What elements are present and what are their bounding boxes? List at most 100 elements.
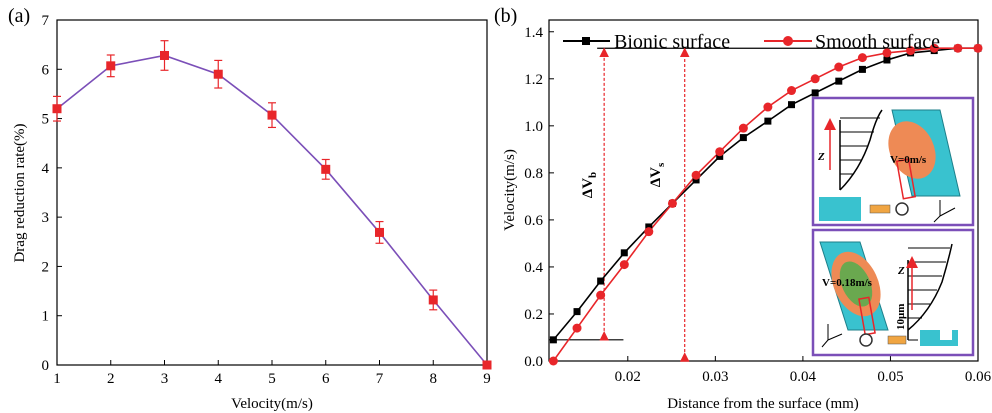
smooth-data-point xyxy=(810,74,820,84)
panel-b-x-tick-label: 0.05 xyxy=(877,369,903,385)
inset-top-sample-box xyxy=(895,158,917,200)
inset-top-axes-icon-x xyxy=(939,207,956,217)
panel-a-data-point xyxy=(160,50,169,60)
smooth-data-point xyxy=(596,290,606,300)
panel-a-x-tick-label: 4 xyxy=(215,371,223,387)
panel-b-ticks: 0.02 0.03 0.04 0.05 0.06 0.0 0.2 0.4 0.6 0.8 1.0 1.… xyxy=(524,25,991,385)
inset-bottom-axes-icon-y xyxy=(821,339,829,348)
bionic-data-point xyxy=(811,89,819,97)
panel-a-y-tick-label: 5 xyxy=(42,112,50,128)
bionic-data-point xyxy=(716,152,724,160)
panel-b-x-tick-label: 0.04 xyxy=(790,369,817,385)
legend-smooth-marker xyxy=(783,36,793,46)
smooth-data-point xyxy=(738,123,748,133)
inset-bottom-substrate xyxy=(920,330,958,346)
panel-a-label: (a) xyxy=(8,5,30,27)
smooth-data-point xyxy=(763,102,773,112)
panel-b-chart: (b) 0.02 0.03 0.04 0.05 0.06 0.0 0.2 0.4 0.6 0.8 1… xyxy=(494,5,992,412)
smooth-data-point xyxy=(715,147,725,157)
inset-top-profile-curve xyxy=(839,109,883,191)
legend-bionic-label: Bionic surface xyxy=(614,31,730,53)
panel-a-data-point xyxy=(106,61,116,71)
bionic-data-point xyxy=(764,117,772,125)
panel-b-y-tick-label: 0.8 xyxy=(524,166,543,182)
panel-b-frame xyxy=(548,19,979,362)
smooth-data-point xyxy=(906,46,916,56)
panel-a-x-tick-label: 6 xyxy=(322,371,330,387)
inset-top-droplet xyxy=(888,121,936,179)
panel-b-y-tick-label: 0.2 xyxy=(524,307,543,323)
inset-bottom-wet-area xyxy=(839,261,873,307)
panel-b-y-tick-label: 0.0 xyxy=(524,354,543,370)
panel-a-data-point xyxy=(213,69,223,79)
panel-a-data-point xyxy=(52,104,62,114)
smooth-data-point xyxy=(548,356,558,366)
panel-b-y-tick-label: 1.2 xyxy=(524,72,543,88)
inset-bottom-axes-icon xyxy=(821,324,843,348)
bionic-data-point xyxy=(692,176,700,184)
panel-a-x-tick-label: 9 xyxy=(483,371,491,387)
panel-a-frame xyxy=(56,19,488,366)
smooth-data-point xyxy=(619,260,629,270)
panel-a-y-tick-label: 0 xyxy=(42,358,50,374)
inset-bottom-magnifier-icon xyxy=(859,333,873,347)
delta-vs-subscript: s xyxy=(655,162,667,167)
smooth-data-point xyxy=(953,43,963,53)
smooth-data-point xyxy=(834,62,844,72)
smooth-data-point xyxy=(973,43,983,53)
bionic-data-point xyxy=(788,101,796,109)
panel-b-label: (b) xyxy=(494,5,517,27)
bionic-data-point xyxy=(883,56,891,64)
legend-item-smooth: Smooth surface xyxy=(764,31,940,53)
smooth-data-point xyxy=(929,43,939,53)
panel-b-y-axis-title: Velocity(m/s) xyxy=(502,149,518,231)
bionic-data-point xyxy=(549,336,557,344)
panel-a-x-tick-label: 8 xyxy=(430,371,438,387)
bionic-data-point xyxy=(835,77,843,85)
panel-b-y-tick-label: 0.6 xyxy=(524,213,543,229)
panel-b-legend: Bionic surface Smooth surface xyxy=(563,31,940,53)
smooth-data-point xyxy=(691,170,701,180)
panel-a-data-point xyxy=(321,164,331,174)
bionic-data-point xyxy=(739,134,747,142)
panel-a-y-tick-label: 7 xyxy=(42,13,50,29)
bionic-data-point xyxy=(645,223,653,231)
delta-vb-label: ΔVb xyxy=(580,172,599,198)
panel-a-data-point xyxy=(428,295,438,305)
inset-bottom-velocity-arrows xyxy=(908,247,950,319)
panel-a-x-tick-label: 3 xyxy=(161,371,169,387)
panel-a-y-axis-title: Drag reduction rate(%) xyxy=(12,123,28,262)
inset-bottom: V=0.18m/s Z 10μm xyxy=(811,228,975,357)
panel-a-x-axis-title: Velocity(m/s) xyxy=(231,396,313,412)
panel-a-y-tick-label: 6 xyxy=(42,62,50,78)
legend-item-bionic: Bionic surface xyxy=(563,31,730,53)
inset-top-z-label: Z xyxy=(817,151,825,163)
panel-b-x-axis-title: Distance from the surface (mm) xyxy=(667,396,859,412)
legend-bionic-marker xyxy=(582,37,590,45)
panel-a-y-tick-label: 4 xyxy=(42,161,50,177)
panel-b-y-tick-label: 1.4 xyxy=(524,25,543,41)
panel-a-marks xyxy=(52,40,492,370)
panel-a-y-tick-label: 3 xyxy=(42,210,50,226)
inset-bottom-axes-icon-x xyxy=(827,333,843,341)
legend-smooth-label: Smooth surface xyxy=(815,31,940,53)
inset-top-axes-icon xyxy=(933,200,956,223)
inset-top-magnifier-icon xyxy=(895,202,909,216)
panel-a-data-point xyxy=(482,360,492,370)
panel-b-x-tick-label: 0.02 xyxy=(615,369,641,385)
delta-vb-subscript: b xyxy=(587,172,599,178)
panel-a-y-tick-label: 1 xyxy=(42,309,50,325)
panel-a-data-point xyxy=(267,110,277,120)
smooth-data-point xyxy=(644,227,654,237)
inset-top-substrate xyxy=(819,197,861,221)
bionic-data-point xyxy=(573,308,581,316)
panel-b-marks xyxy=(548,43,983,366)
inset-top-velocity-arrows xyxy=(840,117,880,175)
delta-vb-text: ΔV xyxy=(580,178,596,198)
inset-top: Z V=0m/s xyxy=(811,96,975,227)
panel-a-x-tick-label: 1 xyxy=(53,371,61,387)
bionic-data-point xyxy=(858,65,866,73)
bionic-data-point xyxy=(620,249,628,257)
